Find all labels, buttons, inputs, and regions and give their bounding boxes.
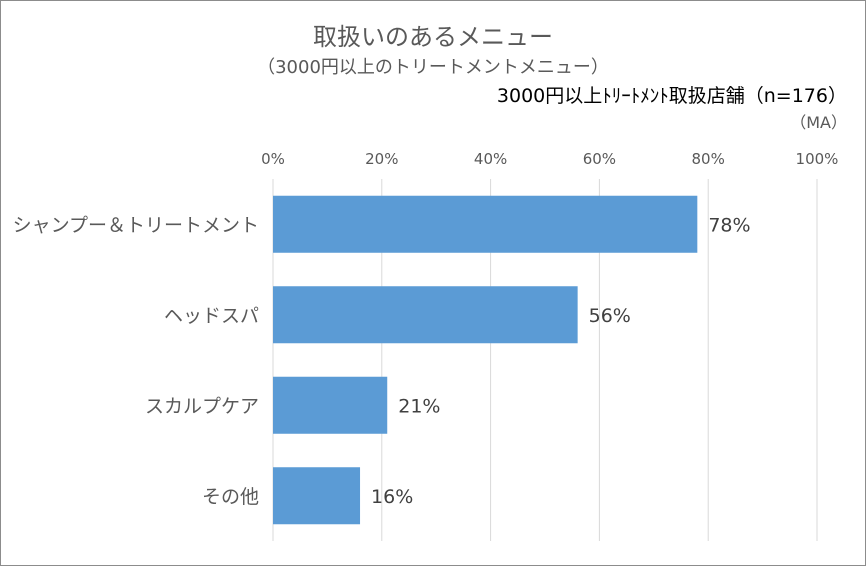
x-tick-label: 20%	[365, 150, 398, 168]
data-label: 16%	[371, 486, 413, 508]
bar	[273, 467, 361, 525]
x-tick-label: 100%	[796, 150, 839, 168]
category-label: その他	[202, 486, 259, 508]
x-tick-label: 60%	[583, 150, 616, 168]
data-label: 56%	[589, 305, 631, 327]
x-tick-label: 0%	[261, 150, 285, 168]
bar	[273, 286, 578, 344]
x-tick-label: 80%	[692, 150, 725, 168]
chart-subtitle: （3000円以上のトリートメントメニュー）	[257, 57, 609, 78]
category-label: シャンプー＆トリートメント	[13, 214, 259, 236]
category-label: スカルプケア	[145, 395, 259, 417]
bar	[273, 376, 388, 434]
data-label: 78%	[708, 214, 750, 236]
category-label: ヘッドスパ	[164, 305, 259, 327]
chart-title: 取扱いのあるメニュー	[313, 23, 553, 51]
x-tick-label: 40%	[474, 150, 507, 168]
data-label: 21%	[398, 395, 440, 417]
bar	[273, 195, 698, 253]
unit-note: （MA）	[790, 113, 847, 132]
sample-base-note: 3000円以上ﾄﾘｰﾄﾒﾝﾄ取扱店舗（n=176）	[496, 85, 847, 107]
